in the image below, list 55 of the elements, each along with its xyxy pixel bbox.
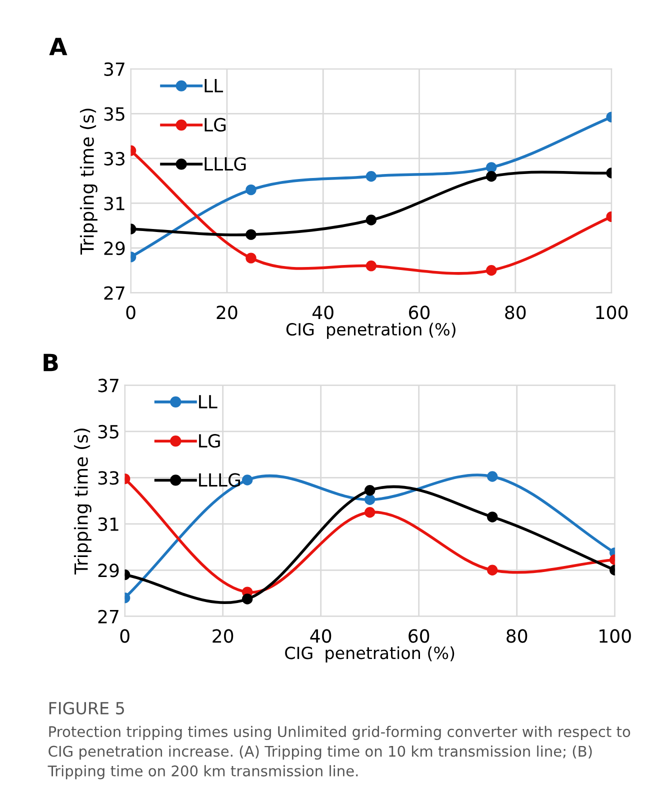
- y-tick-label: 33: [98, 471, 119, 485]
- x-tick-label: 0: [120, 629, 130, 643]
- y-tick-label: 29: [104, 241, 125, 256]
- point: [487, 512, 498, 522]
- point: [364, 485, 376, 496]
- y-tick-label: 37: [104, 62, 124, 76]
- y-axis-title: Tripping time (s): [80, 108, 98, 255]
- x-tick-label: 80: [505, 306, 526, 320]
- x-tick-label: 60: [408, 629, 430, 643]
- x-tick-label: 0: [126, 306, 136, 320]
- y-tick-label: 31: [104, 196, 124, 210]
- x-tick-label: 20: [216, 306, 238, 320]
- point: [364, 494, 376, 505]
- y-tick-label: 27: [104, 286, 124, 300]
- caption: FIGURE 5: [49, 702, 124, 714]
- point: [242, 474, 253, 486]
- point: [366, 260, 377, 272]
- point: [486, 162, 497, 173]
- point: [246, 252, 256, 264]
- y-tick-label: 31: [98, 517, 118, 532]
- x-tick-label: 80: [506, 629, 528, 643]
- point: [366, 171, 377, 182]
- text: Protection tripping times using Unlimited grid-forming converter with respect to CIG penetration increase. (A) Tripping time on 10 km transmission line; (B) Tripping time on 200 km transmission line.: [48, 726, 630, 780]
- y-tick-label: 33: [104, 152, 124, 166]
- point: [364, 506, 376, 518]
- point: [486, 265, 497, 276]
- chart-title: B: [44, 354, 58, 372]
- y-tick-label: 35: [104, 107, 124, 121]
- x-tick-label: 100: [600, 629, 631, 643]
- x-tick-label: 40: [310, 629, 332, 643]
- legend-label: LLLG: [199, 473, 240, 487]
- point: [487, 564, 498, 576]
- point: [487, 471, 498, 482]
- chart-title: A: [49, 38, 68, 56]
- y-tick-label: 27: [98, 610, 118, 624]
- point: [486, 171, 497, 182]
- legend-label: LG: [204, 118, 226, 132]
- y-tick-label: 37: [98, 378, 118, 392]
- x-axis-title: CIG penetration (%): [286, 322, 456, 339]
- point: [246, 229, 256, 240]
- y-tick-label: 35: [98, 424, 118, 439]
- x-tick-label: 60: [409, 306, 430, 320]
- x-axis-title: CIG penetration (%): [285, 646, 454, 662]
- y-tick-label: 29: [98, 564, 119, 578]
- y-axis-title: Tripping time (s): [74, 428, 92, 575]
- x-tick-label: 40: [312, 306, 334, 320]
- legend-label: LL: [204, 79, 224, 92]
- legend-label: LLLG: [204, 157, 246, 171]
- x-tick-label: 20: [212, 629, 234, 643]
- x-tick-label: 100: [596, 306, 628, 320]
- point: [242, 594, 253, 604]
- legend-label: LL: [199, 395, 218, 408]
- point: [246, 184, 256, 196]
- point: [366, 214, 377, 226]
- legend-label: LG: [199, 434, 220, 448]
